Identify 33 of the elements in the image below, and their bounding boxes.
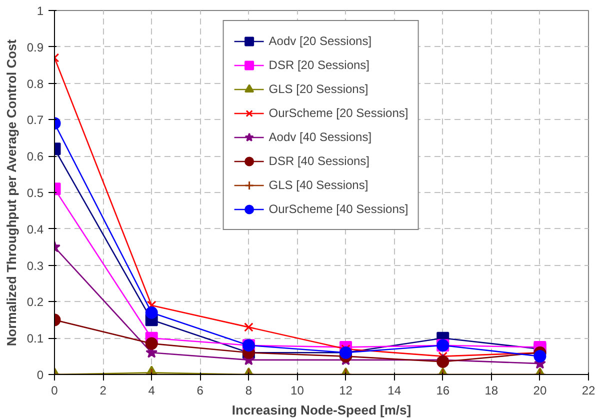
y-tick-label: 0.1 <box>26 332 44 346</box>
x-tick-label: 12 <box>339 384 353 398</box>
y-tick-label: 0.9 <box>26 40 44 54</box>
legend-label: GLS [20 Sessions] <box>268 82 368 96</box>
x-tick-label: 20 <box>533 384 547 398</box>
legend-label: Aodv [40 Sessions] <box>268 130 372 144</box>
y-tick-label: 0.6 <box>26 150 44 164</box>
x-tick-label: 6 <box>196 384 204 398</box>
x-tick-label: 2 <box>100 384 107 398</box>
y-axis-title: Normalized Throughput per Average Control Cost <box>4 38 19 346</box>
x-tick-label: 16 <box>436 384 450 398</box>
legend-label: GLS [40 Sessions] <box>268 178 368 192</box>
legend-label: Aodv [20 Sessions] <box>268 34 372 48</box>
y-tick-label: 0.3 <box>26 258 44 273</box>
x-tick-label: 14 <box>388 384 402 398</box>
y-tick-label: 0.4 <box>26 222 44 236</box>
legend-label: DSR [20 Sessions] <box>268 58 370 72</box>
x-axis-title: Increasing Node-Speed [m/s] <box>232 402 412 418</box>
x-tick-label: 10 <box>290 384 304 398</box>
x-tick-label: 4 <box>148 384 156 398</box>
x-tick-label: 0 <box>51 384 58 398</box>
y-tick-label: 0.5 <box>26 186 44 200</box>
y-tick-label: 0.8 <box>26 76 44 91</box>
legend-label: DSR [40 Sessions] <box>268 154 370 168</box>
y-tick-label: 0.7 <box>26 113 44 128</box>
x-tick-label: 22 <box>582 384 596 398</box>
y-tick-label: 0.2 <box>26 295 44 310</box>
legend-label: OurScheme [40 Sessions] <box>268 202 408 216</box>
x-tick-label: 8 <box>245 384 252 398</box>
x-tick-label: 18 <box>484 384 498 398</box>
y-tick-label: 0 <box>36 368 44 382</box>
legend-label: OurScheme [20 Sessions] <box>268 106 408 120</box>
y-tick-label: 1 <box>36 4 44 18</box>
